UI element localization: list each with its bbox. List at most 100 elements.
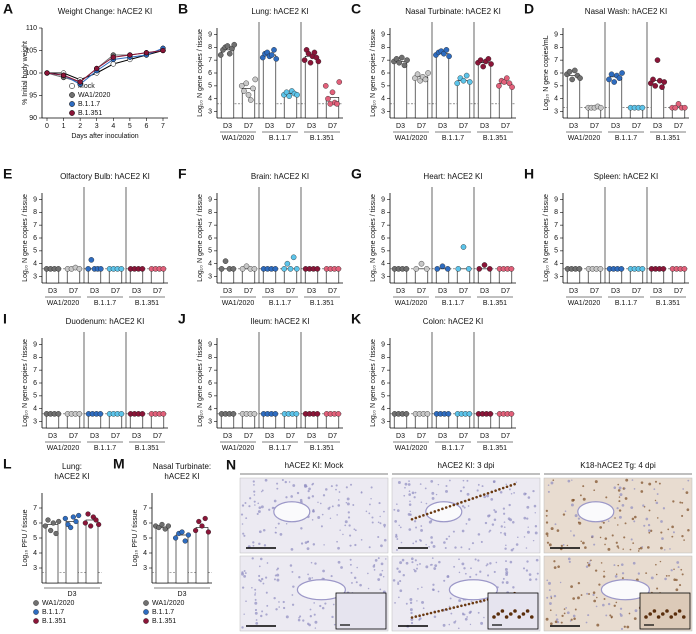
tissue-texture xyxy=(448,623,451,626)
tissue-texture xyxy=(523,536,526,538)
tissue-texture xyxy=(461,529,465,533)
tissue-texture xyxy=(297,618,301,622)
data-point xyxy=(329,89,336,96)
tissue-texture xyxy=(458,558,460,561)
group-label: WA1/2020 xyxy=(47,300,80,307)
tissue-texture xyxy=(279,533,283,536)
x-tick-label: D7 xyxy=(459,433,468,440)
tissue-texture xyxy=(560,621,563,624)
tissue-texture xyxy=(410,557,414,561)
tissue-texture xyxy=(395,535,398,538)
tissue-texture xyxy=(345,486,348,489)
tissue-texture xyxy=(643,505,646,508)
tissue-texture xyxy=(253,484,255,486)
tissue-texture xyxy=(564,510,567,513)
x-tick-label: D7 xyxy=(111,288,120,295)
data-point xyxy=(82,520,88,526)
tissue-texture xyxy=(675,578,678,582)
data-point xyxy=(273,56,280,62)
tissue-texture xyxy=(623,536,626,539)
tissue-texture xyxy=(397,481,401,485)
tissue-texture xyxy=(567,479,571,483)
airway xyxy=(296,579,346,601)
data-point xyxy=(675,101,682,107)
tissue-texture xyxy=(311,483,314,486)
tissue-texture xyxy=(330,485,333,488)
tissue-texture xyxy=(462,612,464,615)
tissue-texture xyxy=(619,607,623,610)
x-tick-label: D3 xyxy=(90,433,99,440)
tissue-texture xyxy=(409,601,413,605)
tissue-texture xyxy=(655,501,659,505)
tissue-texture xyxy=(618,486,622,490)
infected-cell xyxy=(669,615,673,619)
legend-label: B.1.351 xyxy=(78,110,102,117)
tissue-texture xyxy=(624,497,628,500)
group-label: B.1.1.7 xyxy=(269,445,291,452)
tissue-texture xyxy=(603,570,605,573)
group-label: WA1/2020 xyxy=(568,300,601,307)
tissue-texture xyxy=(354,543,357,547)
tissue-texture xyxy=(505,570,509,574)
tissue-texture xyxy=(314,620,318,624)
y-tick-label: 100 xyxy=(25,70,37,77)
tissue-texture xyxy=(536,572,539,575)
tissue-texture xyxy=(409,598,413,601)
tissue-texture xyxy=(325,488,328,491)
data-point xyxy=(639,104,646,111)
tissue-texture xyxy=(414,559,417,562)
tissue-texture xyxy=(425,565,429,569)
tissue-texture xyxy=(268,508,271,511)
tissue-texture xyxy=(430,519,433,522)
tissue-texture xyxy=(563,608,566,610)
tissue-texture xyxy=(408,480,410,482)
data-point xyxy=(97,411,104,417)
legend-label: Mock xyxy=(78,83,95,90)
tissue-texture xyxy=(261,489,264,492)
bar xyxy=(155,527,169,584)
y-tick-label: 8 xyxy=(554,209,558,216)
data-point xyxy=(412,75,418,81)
tissue-texture xyxy=(348,534,352,537)
data-point xyxy=(325,95,331,102)
tissue-texture xyxy=(577,581,581,585)
tissue-texture xyxy=(554,620,558,624)
tissue-texture xyxy=(433,567,437,570)
panel-letter: F xyxy=(178,166,187,182)
tissue-texture xyxy=(493,509,496,512)
x-tick-label: D3 xyxy=(611,123,620,130)
tissue-texture xyxy=(662,507,666,510)
y-tick-label: 6 xyxy=(208,380,212,387)
tissue-texture xyxy=(556,620,560,624)
tissue-texture xyxy=(302,619,305,622)
tissue-texture xyxy=(349,563,352,566)
tissue-texture xyxy=(425,502,428,505)
tissue-texture xyxy=(430,563,433,566)
tissue-texture xyxy=(254,598,257,601)
tissue-texture xyxy=(525,547,528,549)
infected-cell xyxy=(661,612,665,616)
tissue-texture xyxy=(360,539,363,541)
tissue-texture xyxy=(430,541,434,544)
data-point xyxy=(661,79,668,85)
tissue-texture xyxy=(298,616,300,619)
tissue-texture xyxy=(398,524,401,527)
tissue-texture xyxy=(278,601,280,603)
infected-cell xyxy=(448,504,452,508)
data-point xyxy=(70,514,76,520)
tissue-texture xyxy=(379,588,382,591)
data-point xyxy=(660,266,667,272)
tissue-texture xyxy=(255,619,258,621)
tissue-texture xyxy=(632,561,636,565)
panel-letter: M xyxy=(113,456,125,472)
tissue-texture xyxy=(557,565,560,568)
tissue-texture xyxy=(545,521,549,524)
infected-cell xyxy=(452,606,456,609)
infected-cell xyxy=(444,608,448,611)
tissue-texture xyxy=(419,483,422,485)
legend-label: B.1.1.7 xyxy=(42,609,64,616)
data-point xyxy=(652,83,659,89)
data-point xyxy=(305,50,312,57)
y-tick-label: 105 xyxy=(25,47,37,54)
tissue-texture xyxy=(619,613,622,615)
